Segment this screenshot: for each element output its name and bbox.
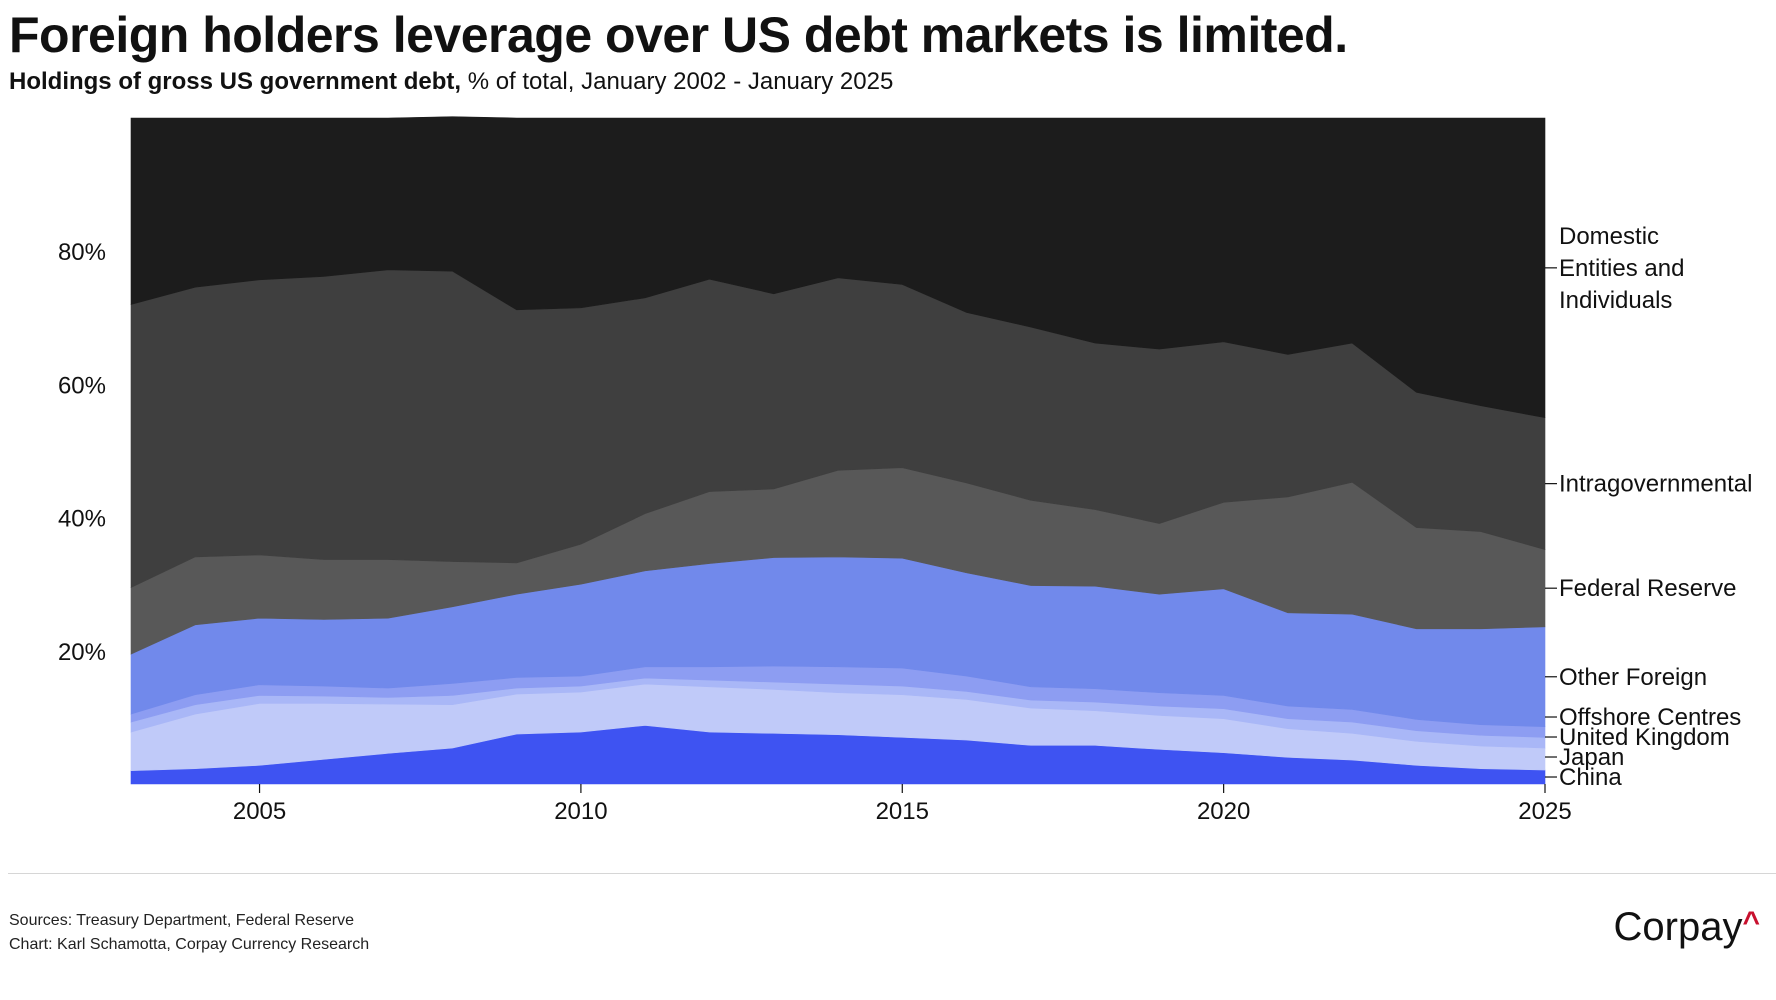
chart-credit: Chart: Karl Schamotta, Corpay Currency R… (9, 936, 370, 953)
y-tick-label: 20% (58, 639, 106, 666)
series-label-intragovernmental: Intragovernmental (1559, 471, 1752, 498)
stacked-area-chart: 2005 2010 2015 2020 2025 20% 40% 60% 80% ChinaJ… (58, 116, 1752, 825)
area-domestic-entities-and-individuals (130, 116, 1546, 419)
logo-caret-icon: ^ (1742, 906, 1760, 939)
chart-subtitle: Holdings of gross US government debt, % … (9, 66, 893, 98)
series-label-other-foreign: Other Foreign (1559, 664, 1707, 691)
chart-subtitle-bold: Holdings of gross US government debt, (9, 68, 462, 95)
series-label-united-kingdom: United Kingdom (1559, 724, 1730, 751)
series-label-china: China (1559, 764, 1622, 791)
x-tick-label: 2005 (233, 798, 286, 825)
y-axis: 20% 40% 60% 80% (58, 239, 106, 666)
y-tick-label: 60% (58, 372, 106, 399)
sources-note: Sources: Treasury Department, Federal Re… (9, 912, 355, 929)
x-tick-label: 2020 (1197, 798, 1250, 825)
area-layer (130, 116, 1546, 785)
x-tick-label: 2025 (1518, 798, 1571, 825)
chart-title: Foreign holders leverage over US debt ma… (9, 7, 1348, 63)
series-label-japan: Japan (1559, 744, 1624, 771)
x-tick-label: 2015 (876, 798, 929, 825)
footer-divider (8, 873, 1776, 874)
series-label-domestic-entities-and-individuals: Domestic Entities and Individuals (1559, 223, 1684, 314)
x-tick-label: 2010 (554, 798, 607, 825)
y-tick-label: 40% (58, 506, 106, 533)
chart-subtitle-rest: % of total, January 2002 - January 2025 (461, 68, 894, 95)
series-label-offshore-centres: Offshore Centres (1559, 704, 1741, 731)
logo-text: Corpay (1613, 905, 1743, 949)
y-tick-label: 80% (58, 239, 106, 266)
corpay-logo: Corpay^ (1614, 902, 1760, 952)
series-label-federal-reserve: Federal Reserve (1559, 575, 1736, 602)
x-axis: 2005 2010 2015 2020 2025 (233, 784, 1572, 825)
